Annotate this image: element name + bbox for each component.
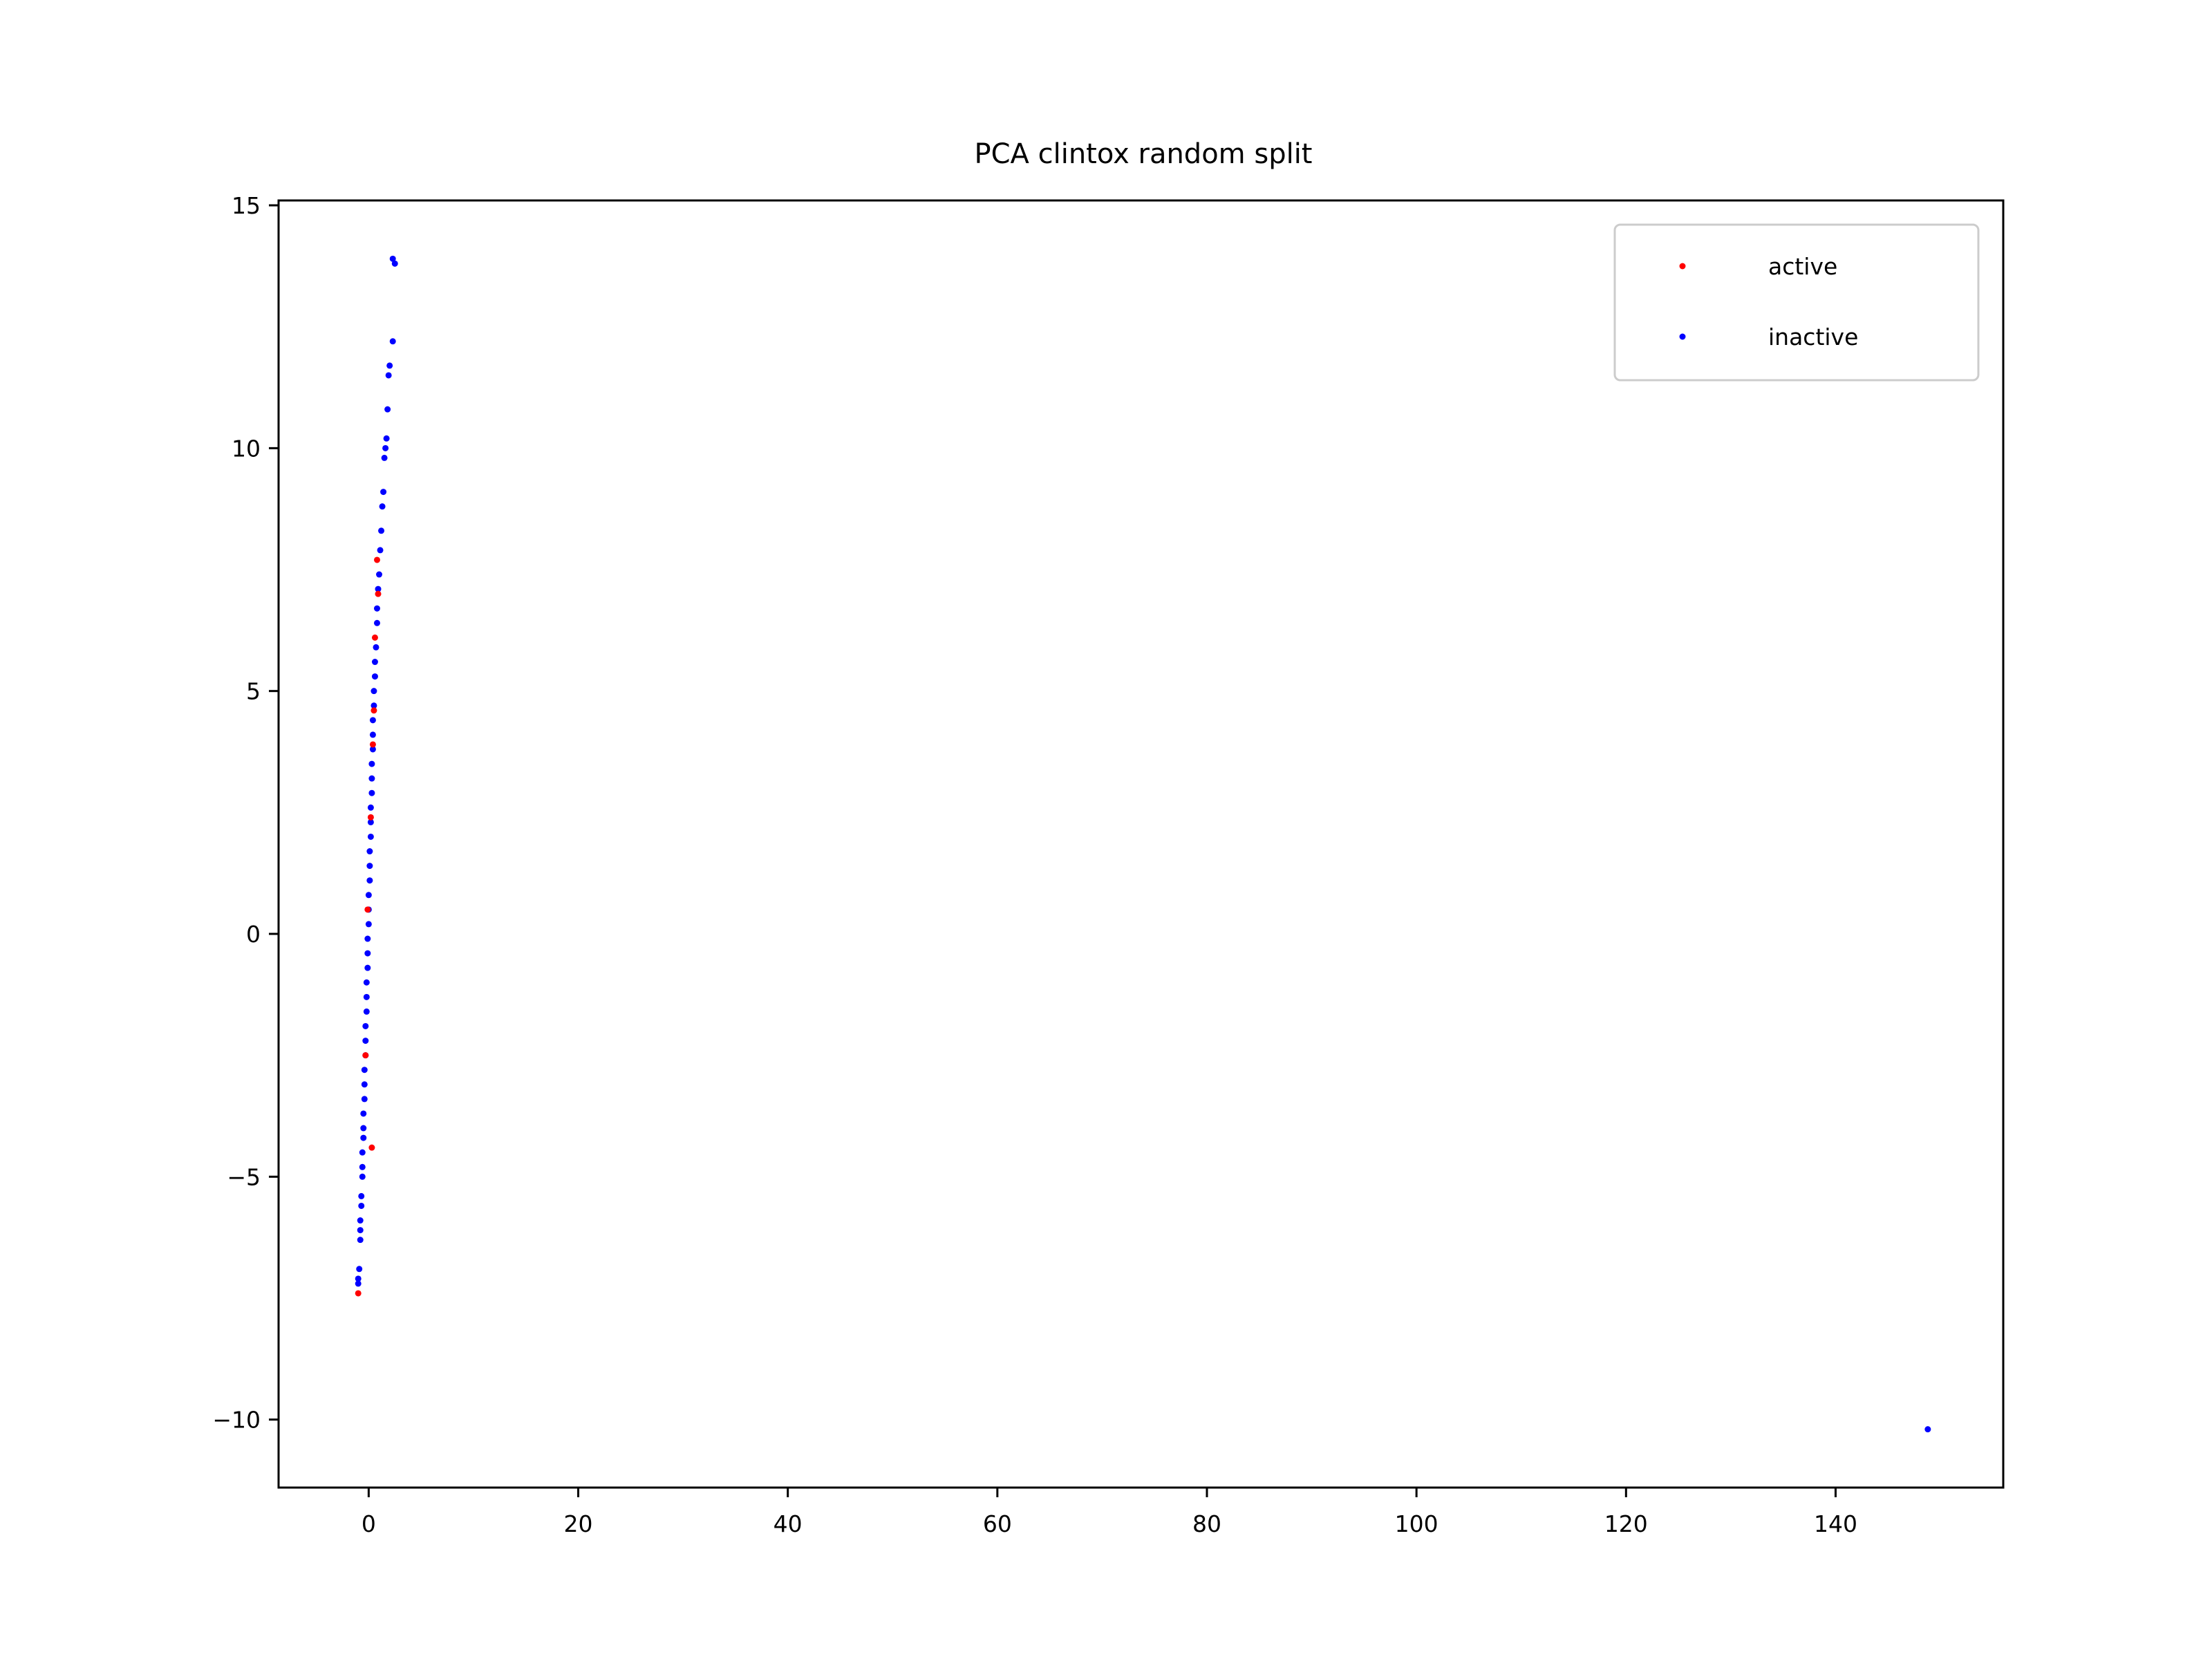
point-inactive xyxy=(359,1149,366,1156)
legend: active inactive xyxy=(1613,223,1980,382)
point-active xyxy=(364,906,371,913)
point-active xyxy=(371,707,377,714)
y-tick-label: 5 xyxy=(246,678,261,705)
point-inactive xyxy=(383,435,390,442)
point-active xyxy=(369,741,376,748)
y-tick-label: 15 xyxy=(232,192,261,219)
point-inactive xyxy=(389,255,396,262)
point-inactive xyxy=(361,1067,368,1074)
point-inactive xyxy=(361,1096,368,1103)
point-inactive xyxy=(366,863,373,870)
point-inactive xyxy=(369,746,376,753)
point-inactive xyxy=(363,979,370,986)
point-active xyxy=(355,1290,362,1297)
point-inactive xyxy=(377,547,384,554)
point-inactive xyxy=(367,833,374,840)
legend-label-inactive: inactive xyxy=(1768,324,1858,350)
legend-marker-active xyxy=(1679,263,1686,270)
y-axis: −10 −5 0 5 10 15 xyxy=(212,192,279,1434)
point-inactive xyxy=(389,338,396,345)
point-inactive xyxy=(386,362,393,369)
x-tick-label: 100 xyxy=(1395,1510,1438,1537)
point-inactive xyxy=(368,789,375,796)
point-inactive xyxy=(371,659,378,666)
point-inactive xyxy=(363,1008,370,1015)
point-inactive xyxy=(367,804,374,811)
point-inactive xyxy=(376,571,383,578)
point-inactive xyxy=(373,644,379,650)
point-inactive xyxy=(355,1275,362,1282)
legend-label-active: active xyxy=(1768,253,1837,280)
point-inactive xyxy=(360,1125,367,1132)
point-inactive xyxy=(359,1173,366,1180)
chart-title: PCA clintox random split xyxy=(974,138,1312,170)
point-inactive xyxy=(364,964,371,971)
point-inactive xyxy=(357,1217,364,1224)
point-inactive xyxy=(385,372,392,379)
point-active xyxy=(367,814,374,821)
point-inactive xyxy=(373,605,380,612)
point-inactive xyxy=(360,1134,367,1141)
point-inactive xyxy=(364,935,371,942)
point-active xyxy=(362,1052,369,1059)
point-inactive xyxy=(369,731,376,738)
point-inactive xyxy=(380,489,387,496)
point-active xyxy=(368,1144,375,1151)
point-inactive xyxy=(367,818,374,825)
point-inactive xyxy=(361,1081,368,1088)
point-inactive xyxy=(355,1280,362,1287)
point-inactive xyxy=(371,702,377,709)
point-inactive xyxy=(358,1192,365,1199)
axes-frame xyxy=(277,199,2005,1489)
point-inactive xyxy=(382,444,389,451)
legend-box xyxy=(1613,223,1980,382)
point-inactive xyxy=(357,1237,364,1244)
point-inactive xyxy=(379,503,386,510)
x-tick-label: 0 xyxy=(362,1510,376,1537)
point-inactive xyxy=(384,406,391,413)
point-inactive xyxy=(368,775,375,782)
point-inactive xyxy=(369,717,376,724)
x-tick-label: 60 xyxy=(983,1510,1012,1537)
y-tick-label: 0 xyxy=(246,921,261,948)
point-inactive xyxy=(357,1227,364,1234)
point-inactive xyxy=(359,1163,366,1170)
point-inactive xyxy=(365,892,372,899)
point-inactive xyxy=(362,1038,369,1044)
point-inactive xyxy=(358,1202,365,1209)
point-inactive xyxy=(362,1022,369,1029)
point-inactive xyxy=(366,848,373,855)
point-active xyxy=(371,634,378,641)
point-inactive xyxy=(366,877,373,884)
plot-area xyxy=(279,200,2003,1488)
legend-marker-inactive xyxy=(1679,333,1686,340)
point-active xyxy=(375,590,382,597)
point-inactive xyxy=(378,527,385,534)
x-tick-label: 120 xyxy=(1604,1510,1648,1537)
point-inactive xyxy=(364,950,371,957)
point-inactive xyxy=(363,993,370,1000)
x-tick-label: 40 xyxy=(774,1510,803,1537)
point-inactive xyxy=(373,619,380,626)
x-tick-label: 20 xyxy=(564,1510,593,1537)
point-inactive xyxy=(381,454,388,461)
point-inactive xyxy=(360,1110,367,1117)
scatter-points xyxy=(355,255,1931,1433)
point-inactive xyxy=(1924,1426,1931,1433)
point-inactive xyxy=(371,688,377,695)
x-tick-label: 80 xyxy=(1192,1510,1221,1537)
x-axis: 0 20 40 60 80 100 120 140 xyxy=(362,1488,1857,1537)
y-tick-label: −10 xyxy=(212,1407,261,1434)
point-inactive xyxy=(368,760,375,767)
point-inactive xyxy=(375,585,382,592)
point-active xyxy=(373,556,380,563)
y-tick-label: −5 xyxy=(227,1163,261,1190)
point-inactive xyxy=(371,673,378,680)
y-tick-label: 10 xyxy=(232,435,261,462)
x-tick-label: 140 xyxy=(1814,1510,1857,1537)
point-inactive xyxy=(356,1266,363,1273)
point-inactive xyxy=(365,921,372,928)
point-inactive xyxy=(391,260,398,267)
